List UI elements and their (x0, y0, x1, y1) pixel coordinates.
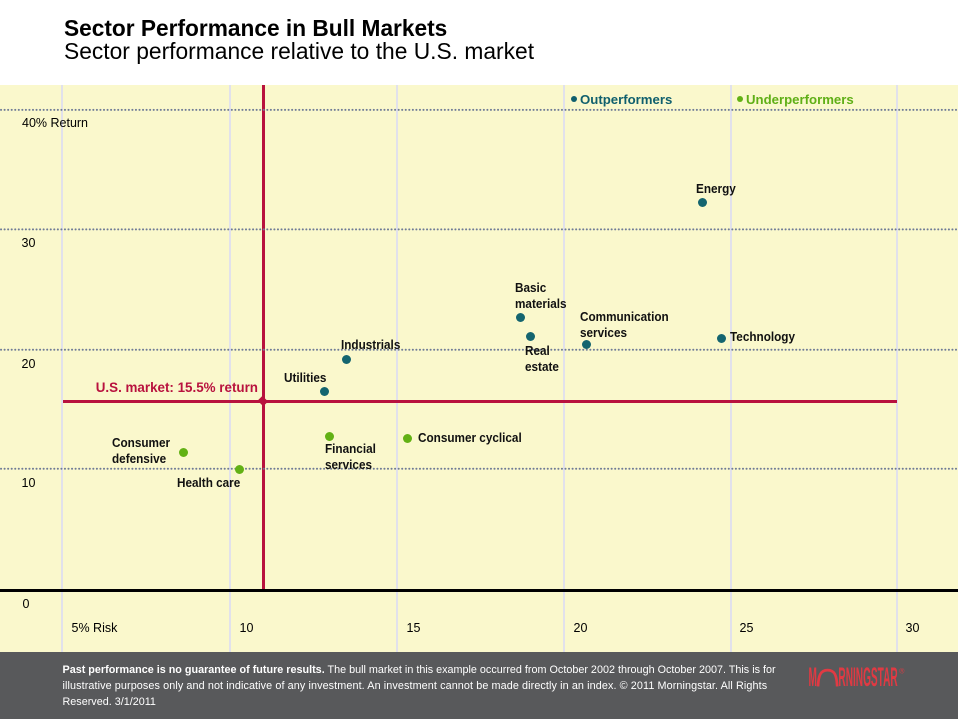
svg-text:M: M (809, 663, 817, 692)
svg-text:®: ® (899, 667, 905, 675)
svg-text:RNINGSTAR: RNINGSTAR (838, 663, 897, 692)
